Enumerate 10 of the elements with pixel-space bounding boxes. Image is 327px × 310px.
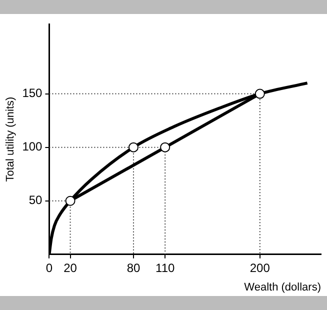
y-tick-label: 150	[22, 86, 43, 100]
x-axis-title: Wealth (dollars)	[244, 281, 321, 294]
x-tick-label: 0	[46, 260, 53, 275]
x-tick-label: 110	[156, 260, 175, 275]
x-tick-label: 80	[126, 260, 140, 275]
x-tick-label: 20	[64, 260, 78, 275]
y-tick-label: 50	[28, 193, 43, 208]
x-tick-label: 200	[250, 260, 270, 275]
y-tick-label: 100	[22, 140, 43, 154]
y-axis-title: Total utility (units)	[4, 96, 17, 182]
